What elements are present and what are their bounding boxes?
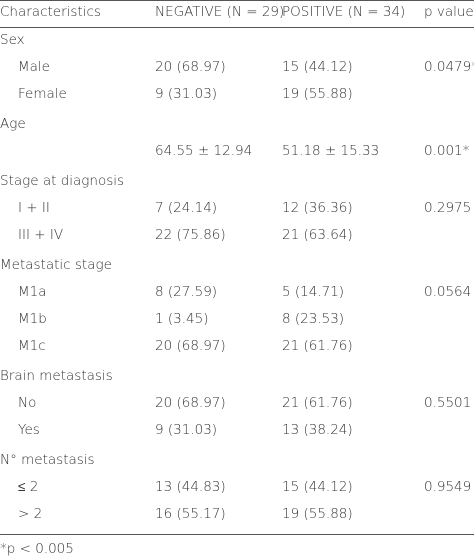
cell: 20 (68.97) — [155, 395, 226, 411]
row-label: No — [18, 395, 37, 411]
header-cell: NEGATIVE (N = 29) — [155, 4, 285, 20]
header-cell: POSITIVE (N = 34) — [282, 4, 406, 20]
cell: 19 (55.88) — [282, 86, 353, 102]
section-title: N° metastasis — [0, 452, 95, 468]
section-title: Sex — [0, 32, 25, 48]
header-cell: Characteristics — [0, 4, 101, 20]
row-label: M1a — [18, 284, 47, 300]
cell: 0.9549 — [424, 479, 472, 495]
section-title: Stage at diagnosis — [0, 173, 125, 189]
header-rule — [0, 27, 474, 28]
cell: 9 (31.03) — [155, 422, 218, 438]
section-title: Brain metastasis — [0, 368, 113, 384]
cell: 20 (68.97) — [155, 338, 226, 354]
cell: 13 (38.24) — [282, 422, 353, 438]
cell: 0.0479* — [424, 59, 474, 75]
row-label: I + II — [18, 200, 50, 216]
cell: 21 (61.76) — [282, 395, 353, 411]
section-title: Metastatic stage — [0, 257, 112, 273]
cell: 15 (44.12) — [282, 59, 353, 75]
row-label: M1c — [18, 338, 46, 354]
header-cell: p value — [424, 4, 474, 20]
top-rule — [0, 0, 474, 1]
cell: 13 (44.83) — [155, 479, 226, 495]
row-label: III + IV — [18, 227, 64, 243]
cell: 0.5501 — [424, 395, 472, 411]
section-title: Age — [0, 116, 26, 132]
cell: 16 (55.17) — [155, 506, 226, 522]
footnote: *p < 0.005 — [0, 541, 74, 557]
cell: 8 (23.53) — [282, 311, 345, 327]
cell: 1 (3.45) — [155, 311, 209, 327]
cell: 5 (14.71) — [282, 284, 345, 300]
cell: 19 (55.88) — [282, 506, 353, 522]
cell: 8 (27.59) — [155, 284, 218, 300]
cell: 0.0564 — [424, 284, 472, 300]
row-label: Male — [18, 59, 50, 75]
cell: 21 (61.76) — [282, 338, 353, 354]
row-label: > 2 — [18, 506, 43, 522]
cell: 0.001* — [424, 143, 470, 159]
row-label: Female — [18, 86, 67, 102]
bottom-rule — [0, 534, 474, 535]
cell: 20 (68.97) — [155, 59, 226, 75]
cell: 51.18 ± 15.33 — [282, 143, 380, 159]
row-label: M1b — [18, 311, 47, 327]
cell: 22 (75.86) — [155, 227, 226, 243]
cell: 12 (36.36) — [282, 200, 353, 216]
cell: 64.55 ± 12.94 — [155, 143, 253, 159]
cell: 7 (24.14) — [155, 200, 218, 216]
cell: 0.2975 — [424, 200, 472, 216]
row-label: ≤ 2 — [18, 479, 39, 495]
row-label: Yes — [18, 422, 40, 438]
cell: 9 (31.03) — [155, 86, 218, 102]
cell: 21 (63.64) — [282, 227, 353, 243]
cell: 15 (44.12) — [282, 479, 353, 495]
